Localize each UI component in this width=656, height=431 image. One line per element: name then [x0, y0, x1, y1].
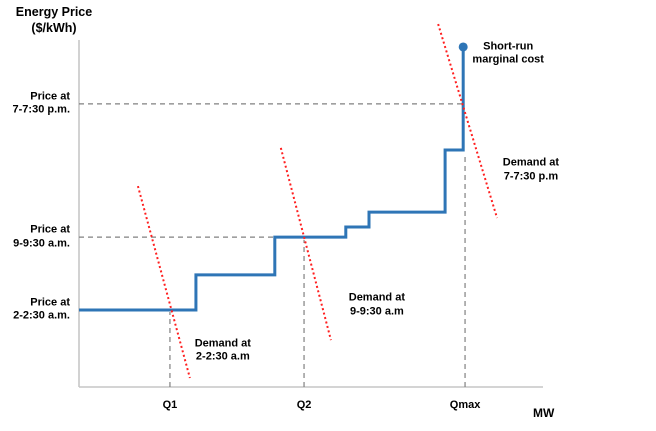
- curve-annotation-text: Demand at: [194, 337, 251, 350]
- y-axis-price-label-text: 7-7:30 p.m.: [12, 103, 70, 116]
- curve-annotation: Demand at 9-9:30 a.m: [349, 292, 405, 319]
- curve-annotation-text: 7-7:30 p.m: [503, 170, 559, 183]
- x-axis-title: MW: [533, 406, 555, 420]
- x-axis-tick-label: Q1: [163, 399, 178, 413]
- y-axis-price-label-text: 2-2:30 a.m.: [13, 309, 70, 322]
- y-axis-price-label: Price at 7-7:30 p.m.: [13, 90, 70, 117]
- demand-curve-line: [279, 147, 332, 341]
- curve-annotation-text: 2-2:30 a.m: [195, 350, 250, 363]
- demand-curve-line: [437, 23, 499, 219]
- curve-annotation: Demand at 7-7:30 p.m: [503, 157, 559, 184]
- x-axis-tick-label-text: Q1: [162, 399, 178, 411]
- curve-annotation-text: Demand at: [502, 156, 560, 169]
- curve-annotation-text: 9-9:30 a.m: [349, 305, 404, 318]
- supply-curve-endpoint-dot: [458, 42, 468, 52]
- curve-annotation-text: Short-run: [483, 40, 534, 53]
- demand-curve-line: [136, 185, 191, 379]
- curve-annotation-text: Demand at: [348, 291, 405, 304]
- curve-annotation: Demand at 2-2:30 a.m: [195, 337, 251, 364]
- y-axis-title-line1: Energy Price: [15, 5, 93, 19]
- curve-annotation: Short-run marginal cost: [472, 40, 544, 67]
- x-axis-tick-label-text: Qmax: [449, 399, 481, 411]
- y-axis-price-label-text: Price at: [30, 296, 70, 309]
- x-axis-tick-label: Q2: [297, 399, 312, 413]
- y-axis-price-label: Price at 2-2:30 a.m.: [13, 296, 70, 323]
- x-axis-tick-label: Qmax: [450, 399, 481, 413]
- curve-annotation-text: marginal cost: [472, 53, 544, 66]
- y-axis-price-label: Price at 9-9:30 a.m.: [13, 224, 70, 251]
- y-axis-price-label-text: Price at: [30, 90, 70, 103]
- y-axis-title-line2: ($/kWh): [31, 21, 77, 35]
- x-axis-tick-label-text: Q2: [296, 399, 312, 411]
- y-axis-title: Energy Price ($/kWh): [10, 4, 98, 36]
- y-axis-price-label-text: 9-9:30 a.m.: [13, 237, 70, 250]
- supply-curve-line: [79, 46, 465, 312]
- y-axis-price-label-text: Price at: [30, 223, 70, 236]
